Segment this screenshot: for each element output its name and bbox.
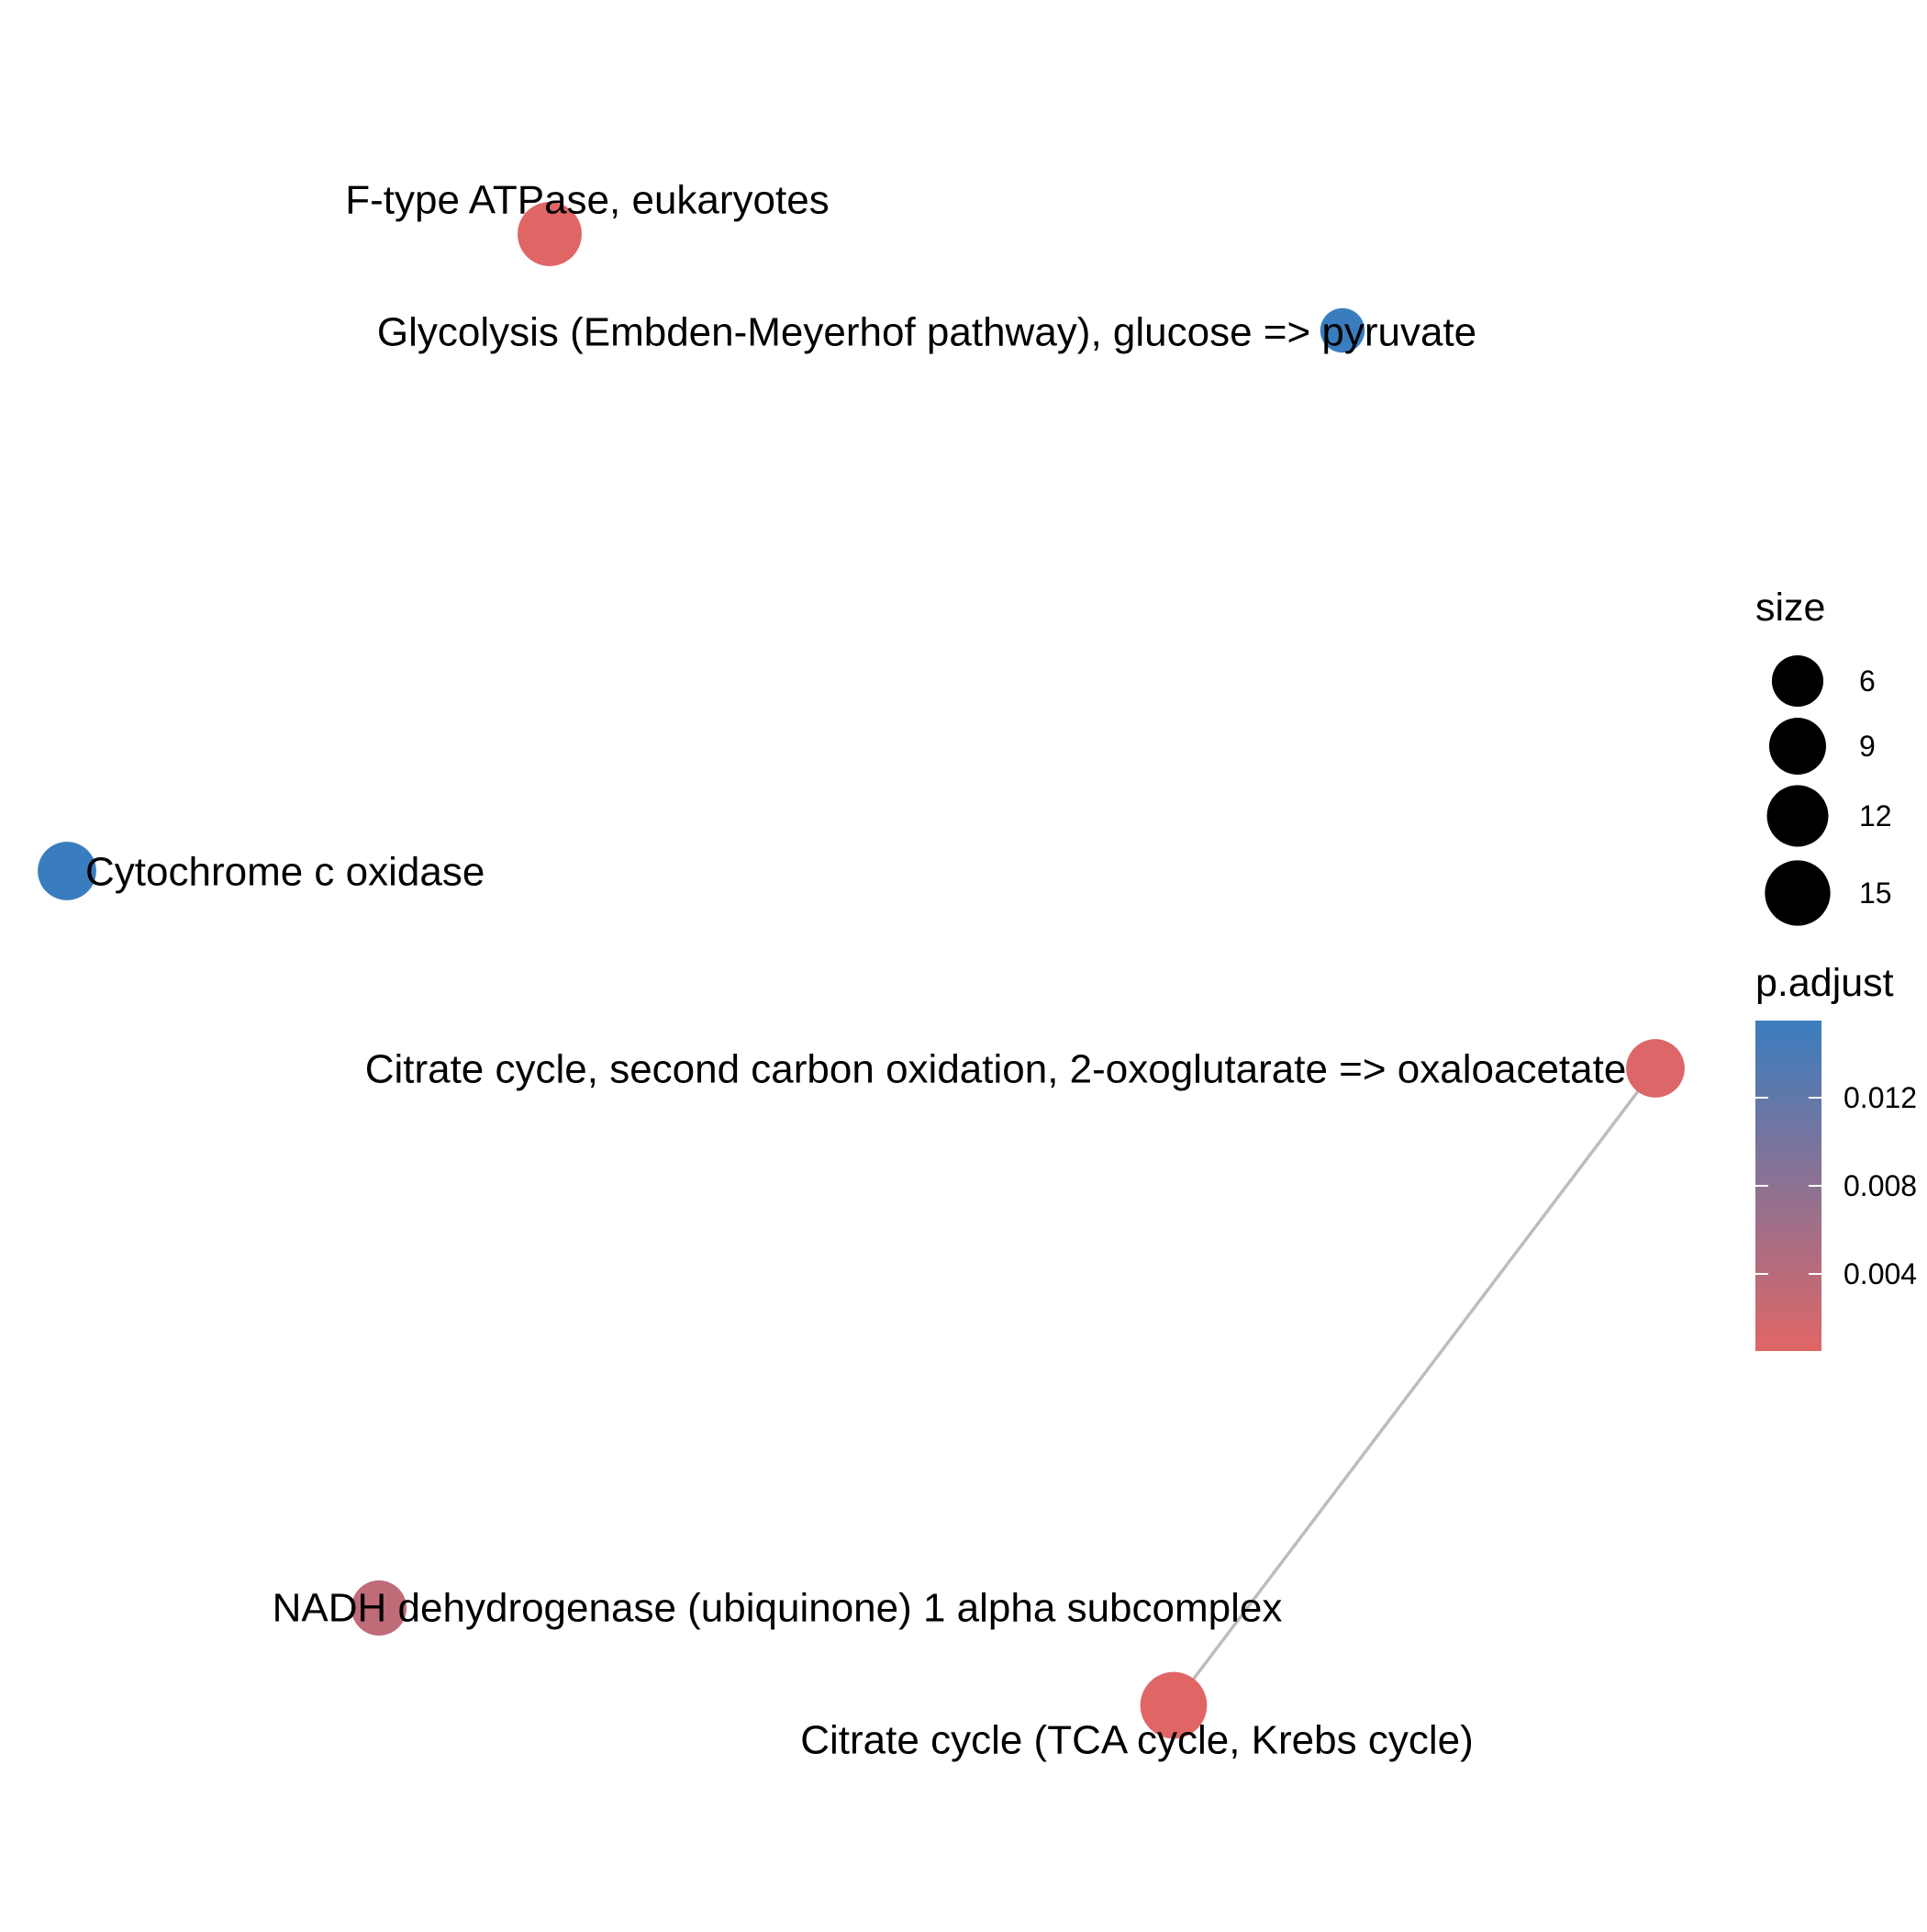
legend: size 6 9 12 15 p.adjust 0.004 0.008 0.012 <box>1755 586 1917 1351</box>
size-legend-label-15: 15 <box>1859 877 1892 910</box>
node-ftype[interactable] <box>518 202 582 266</box>
colorbar-tick-label-2: 0.012 <box>1843 1081 1917 1114</box>
edge-citrate2-tca <box>1172 1067 1657 1707</box>
node-label-glyco: Glycolysis (Embden-Meyerhof pathway), gl… <box>377 310 1476 355</box>
node-label-nadh: NADH dehydrogenase (ubiquinone) 1 alpha … <box>273 1586 1283 1631</box>
node-tca[interactable] <box>1140 1671 1208 1739</box>
size-legend-items: 6 9 12 15 <box>1765 654 1892 926</box>
size-legend-key-15 <box>1765 860 1831 926</box>
colorbar-tick-label-0: 0.004 <box>1843 1257 1917 1290</box>
size-legend-key-9 <box>1769 718 1826 775</box>
node-label-ftype: F-type ATPase, eukaryotes <box>345 178 829 223</box>
node-citrate2[interactable] <box>1626 1039 1685 1098</box>
node-glyco[interactable] <box>1320 307 1365 353</box>
node-nadh[interactable] <box>351 1580 407 1636</box>
color-legend-title: p.adjust <box>1755 961 1894 1005</box>
colorbar-ticks: 0.004 0.008 0.012 <box>1755 1081 1917 1290</box>
edges-layer <box>1172 1067 1657 1707</box>
node-label-tca: Citrate cycle (TCA cycle, Krebs cycle) <box>800 1718 1474 1763</box>
node-label-citrate2: Citrate cycle, second carbon oxidation, … <box>365 1047 1627 1092</box>
size-legend-label-6: 6 <box>1859 664 1876 698</box>
size-legend-key-12 <box>1766 785 1829 847</box>
node-label-cox: Cytochrome c oxidase <box>85 850 485 895</box>
node-cox[interactable] <box>38 842 96 900</box>
size-legend-label-12: 12 <box>1859 799 1892 832</box>
colorbar-tick-label-1: 0.008 <box>1843 1169 1917 1202</box>
size-legend-label-9: 9 <box>1859 730 1876 763</box>
labels-layer: F-type ATPase, eukaryotes Glycolysis (Emb… <box>85 178 1626 1763</box>
size-legend-title: size <box>1755 586 1825 630</box>
nodes-layer <box>38 202 1685 1739</box>
size-legend-key-6 <box>1771 654 1824 708</box>
